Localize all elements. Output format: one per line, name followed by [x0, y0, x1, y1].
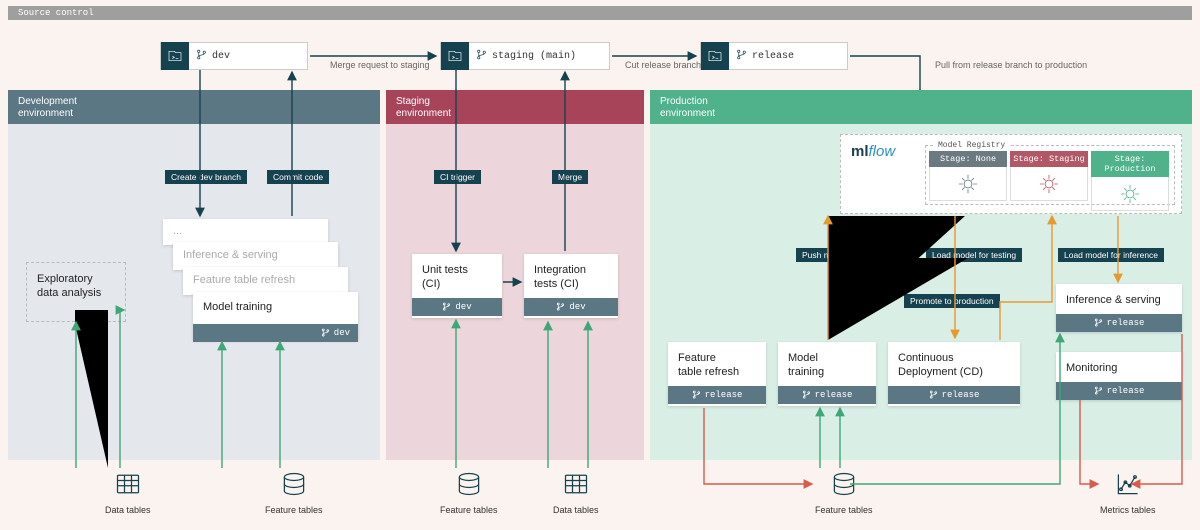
card-unit-tests: Unit tests (CI) dev: [412, 254, 502, 318]
repo-label: release: [752, 51, 806, 62]
branch-icon: [476, 47, 487, 65]
card-footer: release: [668, 386, 766, 404]
env-header: Development environment: [8, 90, 380, 124]
card-stack-bg2: Inference & serving: [173, 242, 338, 270]
tag-merge: Merge: [552, 170, 588, 184]
env-production: Production environment mlflow Model Regi…: [650, 90, 1192, 460]
stage-staging: Stage: Staging: [1010, 151, 1088, 211]
card-footer: dev: [193, 324, 358, 342]
card-inference: Inference & serving release: [1056, 284, 1182, 332]
feature-tables-staging: Feature tables: [440, 470, 498, 515]
branch-icon: [736, 47, 747, 65]
branch-icon: [196, 47, 207, 65]
mlflow-logo: mlflow: [851, 143, 895, 160]
card-footer: release: [888, 386, 1020, 404]
card-footer: release: [1056, 382, 1182, 400]
card-eda: Exploratory data analysis: [26, 262, 126, 322]
tag-promote: Promote to production: [904, 294, 1000, 308]
repo-dev: dev: [160, 42, 308, 70]
metrics-tables: Metrics tables: [1100, 470, 1156, 515]
repo-icon: [701, 42, 729, 70]
card-footer: release: [1056, 314, 1182, 332]
repo-icon: [441, 42, 469, 70]
card-footer: dev: [524, 298, 618, 316]
mlflow-box: mlflow Model Registry Stage: None Stage:…: [840, 134, 1182, 214]
card-monitoring: Monitoring release: [1056, 352, 1182, 400]
card-stack-bg1: Feature table refresh: [183, 267, 348, 295]
card-model-training: Model training dev: [193, 292, 358, 340]
repo-label: dev: [212, 51, 242, 62]
tag-commit-code: Commit code: [267, 170, 329, 184]
tag-ci-trigger: CI trigger: [434, 170, 481, 184]
env-staging: Staging environment Unit tests (CI) dev …: [386, 90, 644, 460]
stage-none: Stage: None: [929, 151, 1007, 211]
data-tables-obj: Data tables: [105, 470, 151, 515]
card-model-training: Model training release: [778, 342, 876, 406]
env-header: Staging environment: [386, 90, 644, 124]
env-body: mlflow Model Registry Stage: None Stage:…: [650, 124, 1192, 460]
repo-row: dev staging (main) release: [0, 28, 1200, 78]
card-footer: release: [778, 386, 876, 404]
card-cd: Continuous Deployment (CD) release: [888, 342, 1020, 406]
flow-note: Merge request to staging: [330, 60, 430, 70]
feature-tables-prod: Feature tables: [815, 470, 873, 515]
repo-label: staging (main): [492, 51, 588, 62]
flow-note: Cut release branch: [625, 60, 701, 70]
card-footer: dev: [412, 298, 502, 316]
tag-load-inference: Load model for inference: [1058, 248, 1164, 262]
flow-note: Pull from release branch to production: [935, 60, 1087, 70]
env-header: Production environment: [650, 90, 1192, 124]
tag-load-testing: Load model for testing: [926, 248, 1022, 262]
tag-create-branch: Create dev branch: [165, 170, 247, 184]
card-integration-tests: Integration tests (CI) dev: [524, 254, 618, 318]
env-development: Development environment Exploratory data…: [8, 90, 380, 460]
repo-release: release: [700, 42, 848, 70]
env-body: Unit tests (CI) dev Integration tests (C…: [386, 124, 644, 460]
card-feature-refresh: Feature table refresh release: [668, 342, 766, 406]
data-tables-staging: Data tables: [553, 470, 599, 515]
model-registry: Model Registry Stage: None Stage: Stagin…: [925, 145, 1175, 205]
stage-production: Stage: Production: [1091, 151, 1169, 211]
diagram-canvas: Source control dev staging (main) releas…: [0, 0, 1200, 530]
source-control-bar: Source control: [8, 6, 1192, 20]
repo-staging: staging (main): [440, 42, 610, 70]
repo-icon: [161, 42, 189, 70]
feature-tables-dev: Feature tables: [265, 470, 323, 515]
tag-push-registry: Push model to registry: [796, 248, 893, 262]
